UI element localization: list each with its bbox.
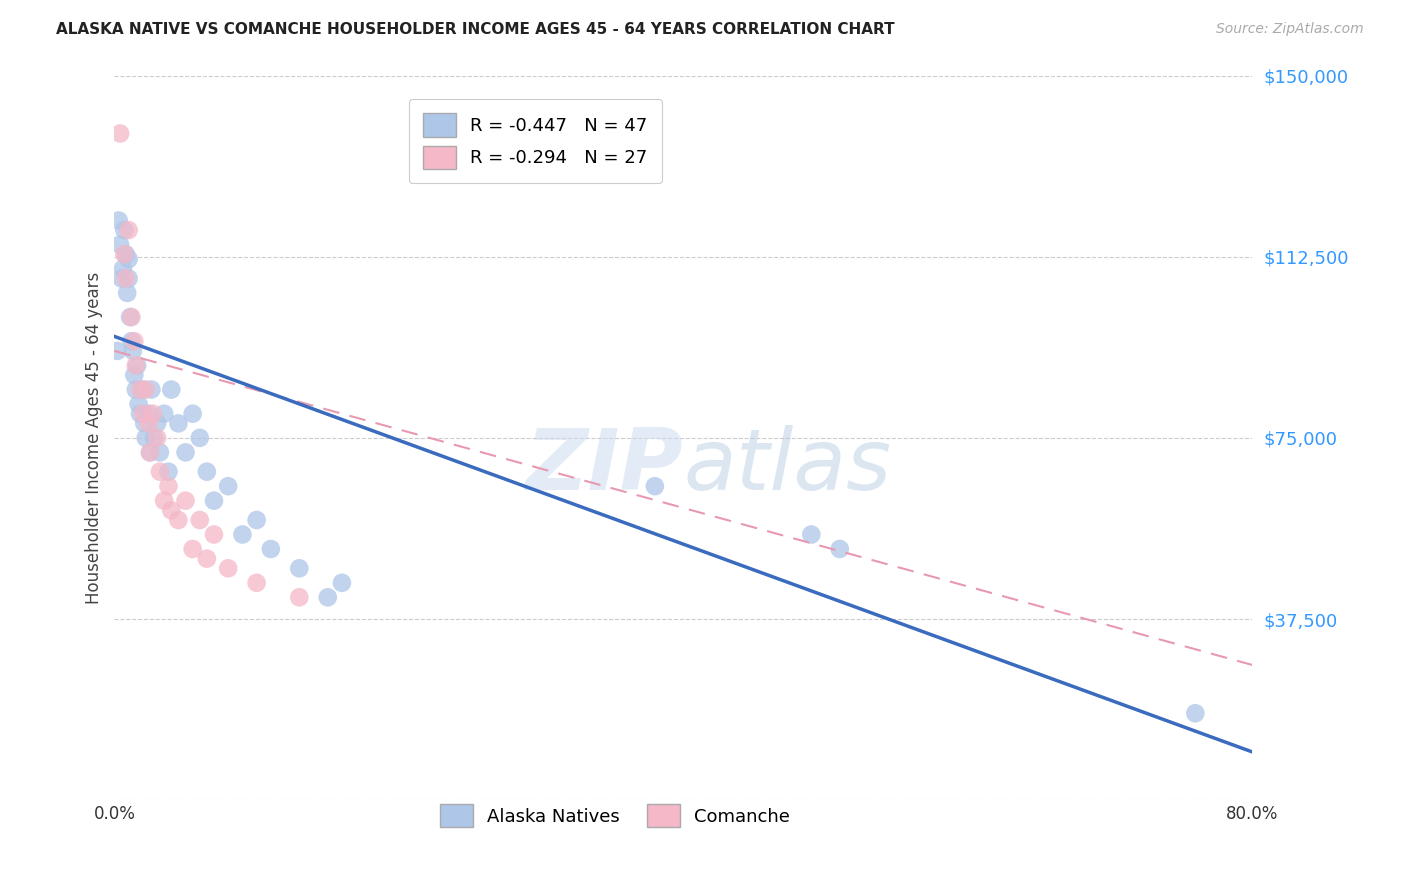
Point [160, 503, 183, 517]
Point [117, 271, 139, 285]
Point [174, 493, 197, 508]
Point [202, 527, 225, 541]
Point [202, 493, 225, 508]
Point [188, 513, 211, 527]
Point [217, 561, 239, 575]
Point [167, 513, 190, 527]
Point [149, 465, 172, 479]
Y-axis label: Householder Income Ages 45 - 64 years: Householder Income Ages 45 - 64 years [86, 272, 103, 604]
Point [141, 383, 163, 397]
Point [122, 343, 145, 358]
Point [160, 383, 183, 397]
Point [157, 465, 180, 479]
Point [112, 223, 135, 237]
Point [188, 431, 211, 445]
Point [134, 417, 156, 431]
Point [114, 247, 136, 261]
Point [114, 271, 136, 285]
Point [111, 261, 134, 276]
Point [108, 127, 131, 141]
Point [288, 561, 311, 575]
Point [153, 493, 176, 508]
Point [128, 397, 150, 411]
Text: atlas: atlas [683, 425, 891, 508]
Point [139, 445, 162, 459]
Point [195, 465, 218, 479]
Point [115, 285, 138, 300]
Text: Source: ZipAtlas.com: Source: ZipAtlas.com [1216, 22, 1364, 37]
Point [828, 541, 851, 556]
Point [142, 407, 165, 421]
Point [105, 343, 128, 358]
Point [800, 527, 823, 541]
Point [120, 310, 142, 324]
Point [288, 591, 311, 605]
Point [138, 417, 160, 431]
Point [330, 575, 353, 590]
Point [174, 445, 197, 459]
Point [195, 551, 218, 566]
Point [135, 431, 157, 445]
Point [125, 359, 148, 373]
Point [1184, 706, 1206, 721]
Point [107, 213, 129, 227]
Point [117, 223, 139, 237]
Point [138, 407, 160, 421]
Point [135, 383, 157, 397]
Point [108, 237, 131, 252]
Point [181, 541, 204, 556]
Point [125, 383, 148, 397]
Point [316, 591, 339, 605]
Text: ZIP: ZIP [526, 425, 683, 508]
Point [129, 383, 152, 397]
Legend: Alaska Natives, Comanche: Alaska Natives, Comanche [433, 797, 797, 835]
Point [124, 334, 146, 349]
Point [110, 271, 132, 285]
Point [132, 407, 155, 421]
Point [246, 575, 269, 590]
Point [181, 407, 204, 421]
Point [231, 527, 253, 541]
Point [124, 368, 146, 382]
Point [153, 407, 176, 421]
Point [157, 479, 180, 493]
Point [121, 334, 143, 349]
Point [146, 431, 169, 445]
Point [260, 541, 283, 556]
Point [117, 252, 139, 266]
Point [217, 479, 239, 493]
Text: ALASKA NATIVE VS COMANCHE HOUSEHOLDER INCOME AGES 45 - 64 YEARS CORRELATION CHAR: ALASKA NATIVE VS COMANCHE HOUSEHOLDER IN… [56, 22, 894, 37]
Point [132, 383, 155, 397]
Point [167, 417, 190, 431]
Point [644, 479, 666, 493]
Point [139, 445, 162, 459]
Point [129, 407, 152, 421]
Point [121, 310, 143, 324]
Point [246, 513, 269, 527]
Point [143, 431, 166, 445]
Point [146, 417, 169, 431]
Point [149, 445, 172, 459]
Point [112, 247, 135, 261]
Point [127, 359, 149, 373]
